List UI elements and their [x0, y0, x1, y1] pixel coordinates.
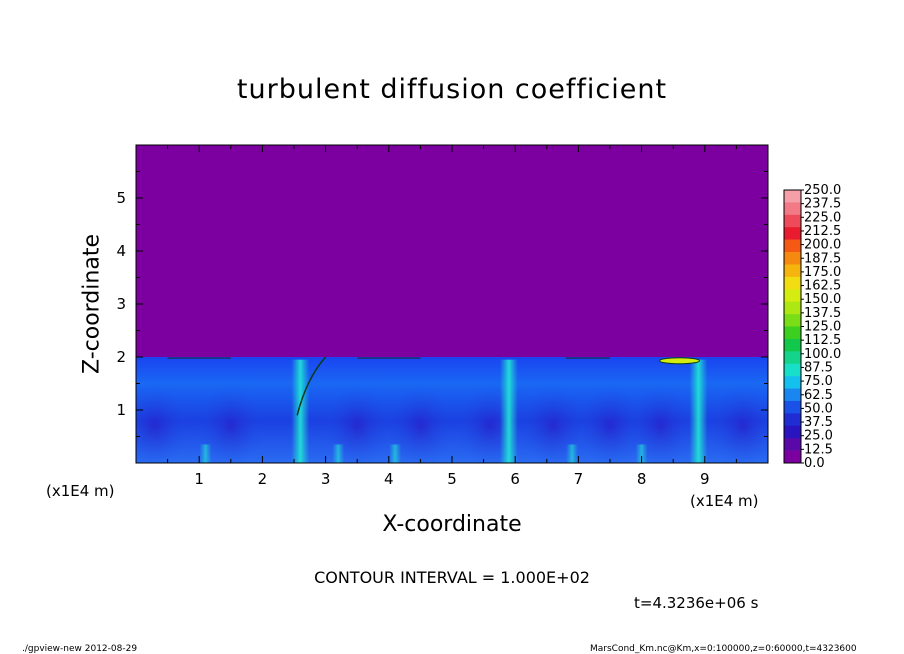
time-label: t=4.3236e+06 s: [634, 594, 759, 612]
y-axis-unit: (x1E4 m): [46, 482, 115, 500]
colorbar-swatch: [784, 214, 801, 228]
convective-cell: [196, 383, 265, 463]
colorbar-label: 25.0: [804, 429, 833, 444]
colorbar-label: 212.5: [804, 224, 841, 239]
x-axis-label: X-coordinate: [382, 512, 522, 537]
plume-base: [332, 444, 345, 463]
colorbar-label: 225.0: [804, 210, 841, 225]
convective-cell: [626, 383, 695, 463]
y-tick-label: 2: [116, 348, 126, 366]
convective-cell: [519, 383, 588, 463]
colorbar-swatch: [784, 400, 801, 414]
colorbar-swatch: [784, 450, 801, 464]
region-upper-domain: [136, 145, 768, 357]
colorbar-swatch: [784, 202, 801, 216]
colorbar-label: 162.5: [804, 279, 841, 294]
colorbar-label: 237.5: [804, 197, 841, 212]
colorbar-swatch: [784, 227, 801, 240]
colorbar-swatch: [784, 376, 801, 389]
x-tick-label: 1: [194, 470, 204, 488]
colorbar-swatch: [784, 252, 801, 265]
y-tick-label: 1: [116, 401, 126, 419]
plume: [689, 359, 708, 463]
colorbar-label: 62.5: [804, 388, 833, 403]
x-tick-label: 4: [384, 470, 394, 488]
colorbar-label: 175.0: [804, 265, 841, 280]
convective-cell: [323, 383, 392, 463]
colorbar-label: 87.5: [804, 360, 833, 375]
convective-cell: [576, 383, 644, 463]
colorbar-swatch: [784, 351, 801, 365]
plume-base: [199, 444, 212, 463]
colorbar-swatch: [784, 314, 801, 327]
plume-base: [635, 444, 648, 463]
convective-cell: [136, 383, 189, 463]
colorbar-swatch: [784, 388, 801, 402]
colorbar-label: 37.5: [804, 415, 833, 430]
colorbar-swatch: [784, 438, 801, 451]
colorbar-label: 50.0: [804, 401, 833, 416]
colorbar-label: 187.5: [804, 251, 841, 266]
colorbar-swatch: [784, 190, 801, 203]
colorbar-label: 112.5: [804, 333, 841, 348]
plume-base: [566, 444, 579, 463]
colorbar-label: 137.5: [804, 306, 841, 321]
colorbar-swatch: [784, 326, 801, 340]
footer-source: MarsCond_Km.nc@Km,x=0:100000,z=0:60000,t…: [590, 644, 857, 654]
plume: [499, 359, 518, 463]
x-tick-label: 7: [574, 470, 584, 488]
x-tick-label: 9: [700, 470, 710, 488]
colorbar-swatch: [784, 264, 801, 278]
convective-cell: [386, 383, 455, 463]
colorbar-swatch: [784, 301, 801, 315]
colorbar-label: 125.0: [804, 320, 841, 335]
footer-program-date: ./gpview-new 2012-08-29: [22, 644, 138, 654]
convective-cell: [708, 383, 768, 463]
x-tick-label: 2: [258, 470, 268, 488]
x-tick-label: 6: [510, 470, 520, 488]
chart-title: turbulent diffusion coefficient: [236, 74, 668, 105]
colorbar-label: 100.0: [804, 347, 841, 362]
colorbar-swatch: [784, 338, 801, 352]
colorbar-label: 75.0: [804, 374, 833, 389]
colorbar-label: 0.0: [804, 456, 825, 471]
x-tick-label: 5: [447, 470, 457, 488]
colorbar-swatch: [784, 413, 801, 427]
y-tick-label: 5: [116, 189, 126, 207]
plume: [291, 359, 310, 463]
contour-high-patch: [659, 357, 701, 365]
y-tick-label: 3: [116, 295, 126, 313]
colorbar-label: 150.0: [804, 292, 841, 307]
x-axis-unit: (x1E4 m): [690, 492, 759, 510]
colorbar-label: 250.0: [804, 183, 841, 198]
colorbar-label: 12.5: [804, 442, 833, 457]
contour-interval-label: CONTOUR INTERVAL = 1.000E+02: [314, 568, 590, 587]
colorbar-swatch: [784, 239, 801, 253]
colorbar-swatch: [784, 289, 801, 302]
colorbar-swatch: [784, 276, 801, 290]
colorbar-swatch: [784, 425, 801, 439]
x-tick-label: 8: [637, 470, 647, 488]
colorbar-swatch: [784, 363, 801, 377]
colorbar-label: 200.0: [804, 238, 841, 253]
plume-base: [389, 444, 402, 463]
y-tick-label: 4: [116, 242, 126, 260]
x-tick-label: 3: [321, 470, 331, 488]
contour-line: [296, 356, 327, 416]
